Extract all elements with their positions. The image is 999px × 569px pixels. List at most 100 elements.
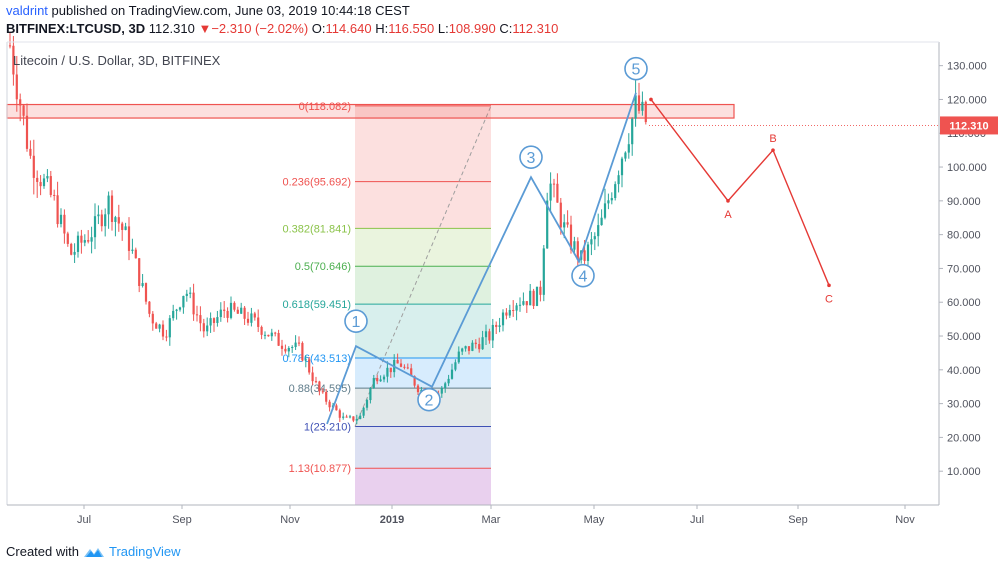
- candle: [406, 363, 409, 370]
- candle: [151, 311, 154, 331]
- fib-band: [355, 266, 491, 305]
- candle: [229, 296, 233, 320]
- candle-body: [328, 401, 331, 408]
- candle-body: [345, 416, 348, 418]
- candle: [209, 312, 212, 333]
- candle-body: [294, 342, 297, 348]
- candle-body: [87, 240, 90, 242]
- candle: [155, 321, 158, 329]
- candle-body: [569, 224, 573, 250]
- candle: [70, 242, 73, 256]
- last-price: 112.310: [148, 21, 195, 36]
- author-name[interactable]: valdrint: [6, 3, 48, 18]
- candle-body: [603, 203, 607, 218]
- elliott-wave-line: [326, 92, 637, 425]
- candle-body: [389, 367, 392, 373]
- candle: [172, 304, 175, 321]
- candle-body: [114, 217, 117, 222]
- candle: [471, 340, 474, 352]
- candle: [32, 139, 35, 195]
- candle: [501, 309, 505, 332]
- candle: [644, 100, 647, 125]
- candle: [372, 374, 375, 389]
- abc-projection-line: [650, 99, 830, 286]
- wave-marker-circle: [571, 263, 595, 288]
- candle-body: [546, 200, 549, 249]
- candle-body: [318, 381, 321, 392]
- candle-body: [617, 175, 620, 185]
- candle-body: [216, 317, 219, 323]
- candle: [365, 398, 369, 411]
- candle: [542, 245, 545, 302]
- x-tick-label: Nov: [280, 514, 300, 526]
- x-tick-label: Mar: [482, 514, 501, 526]
- candle-body: [518, 304, 522, 306]
- x-tick-label: May: [584, 514, 605, 526]
- candle: [301, 341, 304, 362]
- candle: [631, 117, 634, 156]
- fib-band: [355, 468, 491, 505]
- candle-body: [488, 331, 491, 341]
- candle-body: [525, 301, 528, 306]
- candle: [597, 213, 600, 247]
- candle-body: [529, 290, 532, 306]
- candle-body: [22, 105, 25, 116]
- candle: [138, 257, 141, 293]
- candle: [161, 320, 165, 341]
- candle-body: [637, 95, 641, 111]
- candle: [216, 310, 219, 327]
- candle: [338, 408, 341, 422]
- candle: [175, 308, 178, 320]
- high-value: 116.550: [388, 21, 435, 36]
- candle-body: [274, 332, 277, 334]
- candle: [491, 318, 494, 349]
- candle-body: [189, 292, 192, 294]
- candle: [355, 414, 358, 425]
- candle: [8, 32, 12, 49]
- candle: [505, 308, 508, 320]
- candle: [620, 156, 624, 188]
- candle-body: [335, 405, 338, 411]
- candle: [165, 329, 168, 342]
- candle: [202, 318, 205, 338]
- candle-body: [134, 249, 137, 259]
- candle: [124, 222, 127, 231]
- candle: [100, 209, 103, 232]
- candle-body: [240, 307, 243, 314]
- candle: [260, 325, 263, 340]
- candle-body: [202, 323, 205, 332]
- candle-body: [206, 325, 209, 332]
- candle-body: [107, 195, 110, 215]
- candle-body: [172, 310, 175, 319]
- candle-body: [267, 334, 270, 337]
- candle: [617, 170, 620, 193]
- candle-body: [624, 152, 627, 159]
- candle: [614, 181, 617, 201]
- tradingview-brand[interactable]: TradingView: [108, 544, 181, 559]
- candle-body: [620, 158, 624, 176]
- candle-body: [304, 359, 307, 361]
- candle-body: [229, 302, 233, 318]
- y-tick-label: 60.000: [947, 297, 981, 309]
- candle-body: [301, 342, 304, 361]
- candle-body: [263, 334, 267, 336]
- candle: [444, 381, 447, 393]
- candle: [376, 374, 379, 385]
- candle: [369, 387, 372, 404]
- candle-body: [165, 336, 168, 338]
- symbol-name[interactable]: BITFINEX:LTCUSD, 3D: [6, 21, 146, 36]
- candle: [396, 353, 399, 364]
- candle-body: [522, 301, 525, 305]
- candle: [46, 169, 49, 183]
- tradingview-logo-icon: [83, 547, 104, 557]
- candle: [549, 172, 552, 212]
- candle: [342, 412, 345, 420]
- candle: [552, 178, 556, 198]
- candle-body: [539, 286, 542, 295]
- candle: [73, 243, 76, 263]
- candle-body: [280, 345, 284, 349]
- price-change: −2.310 (−2.02%): [211, 21, 309, 36]
- candle: [627, 133, 630, 159]
- candle: [223, 301, 226, 318]
